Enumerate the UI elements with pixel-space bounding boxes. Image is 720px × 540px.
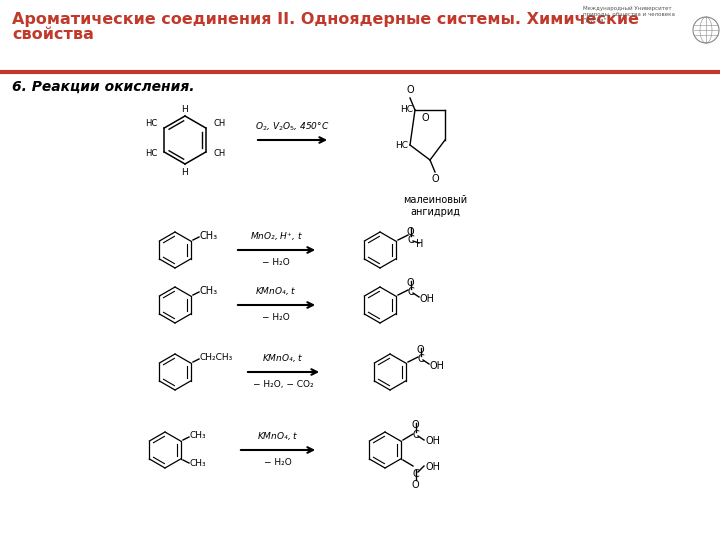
Text: O: O bbox=[431, 174, 438, 184]
Text: Международный Университет: Международный Университет bbox=[583, 6, 672, 11]
Text: O: O bbox=[406, 85, 414, 95]
Text: CH₃: CH₃ bbox=[190, 460, 207, 469]
Text: $O_2$, $V_2O_5$, 450°C: $O_2$, $V_2O_5$, 450°C bbox=[255, 120, 329, 133]
Text: − H₂O, − CO₂: − H₂O, − CO₂ bbox=[253, 380, 313, 389]
Text: − H₂O: − H₂O bbox=[264, 458, 292, 467]
Text: − H₂O: − H₂O bbox=[262, 313, 290, 322]
Text: O: O bbox=[411, 480, 419, 490]
Text: O: O bbox=[406, 278, 414, 288]
Text: C: C bbox=[408, 235, 415, 245]
Text: HC: HC bbox=[145, 150, 157, 159]
Text: O: O bbox=[421, 113, 429, 123]
Text: CH: CH bbox=[213, 119, 225, 129]
Text: MnO₂, H⁺, $t$: MnO₂, H⁺, $t$ bbox=[250, 230, 302, 242]
Bar bbox=[0, 72, 720, 540]
Text: ангидрид: ангидрид bbox=[410, 207, 460, 217]
Text: OH: OH bbox=[430, 361, 445, 371]
Text: CH₃: CH₃ bbox=[200, 231, 218, 241]
Text: CH: CH bbox=[213, 150, 225, 159]
Bar bbox=[0, 0, 720, 70]
Text: OH: OH bbox=[420, 294, 435, 304]
Text: OH: OH bbox=[425, 462, 440, 472]
Text: OH: OH bbox=[425, 436, 440, 446]
Text: CH₃: CH₃ bbox=[190, 431, 207, 441]
Text: H: H bbox=[416, 239, 423, 249]
Text: KMnO₄, $t$: KMnO₄, $t$ bbox=[262, 352, 304, 364]
Text: H: H bbox=[181, 105, 189, 114]
Text: 6. Реакции окисления.: 6. Реакции окисления. bbox=[12, 80, 194, 94]
Text: KMnO₄, $t$: KMnO₄, $t$ bbox=[257, 430, 299, 442]
Text: свойства: свойства bbox=[12, 27, 94, 42]
Text: O: O bbox=[411, 420, 419, 430]
Text: C: C bbox=[413, 430, 419, 440]
Text: C: C bbox=[413, 469, 419, 479]
Text: C: C bbox=[418, 354, 424, 364]
Text: HC: HC bbox=[400, 105, 413, 114]
Text: CH₂CH₃: CH₂CH₃ bbox=[200, 354, 233, 362]
Text: H: H bbox=[181, 168, 189, 177]
Text: KMnO₄, $t$: KMnO₄, $t$ bbox=[255, 285, 297, 297]
Text: Ароматические соединения II. Одноядерные системы. Химические: Ароматические соединения II. Одноядерные… bbox=[12, 12, 639, 27]
Text: C: C bbox=[408, 287, 415, 297]
Text: CH₃: CH₃ bbox=[200, 286, 218, 296]
Text: малеиновый: малеиновый bbox=[403, 195, 467, 205]
Text: HC: HC bbox=[145, 119, 157, 129]
Text: − H₂O: − H₂O bbox=[262, 258, 290, 267]
Text: O: O bbox=[416, 345, 424, 355]
Text: "ДуГна": "ДуГна" bbox=[583, 18, 606, 23]
Text: O: O bbox=[406, 227, 414, 237]
Text: природы, общества и человека: природы, общества и человека bbox=[583, 12, 675, 17]
Text: HC: HC bbox=[395, 140, 408, 150]
